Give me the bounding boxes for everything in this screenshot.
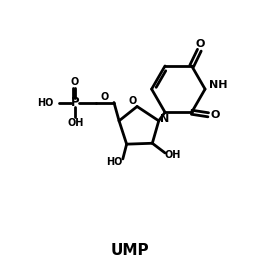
- Text: OH: OH: [165, 150, 181, 160]
- Text: O: O: [128, 96, 137, 106]
- Text: OH: OH: [67, 118, 83, 128]
- Text: O: O: [101, 92, 109, 102]
- Text: O: O: [196, 39, 205, 49]
- Text: UMP: UMP: [111, 243, 149, 258]
- Text: HO: HO: [106, 157, 122, 167]
- Text: O: O: [71, 77, 79, 87]
- Text: O: O: [211, 110, 220, 120]
- Text: NH: NH: [209, 80, 228, 90]
- Text: HO: HO: [38, 97, 54, 108]
- Text: N: N: [160, 114, 170, 123]
- Text: P: P: [70, 96, 79, 109]
